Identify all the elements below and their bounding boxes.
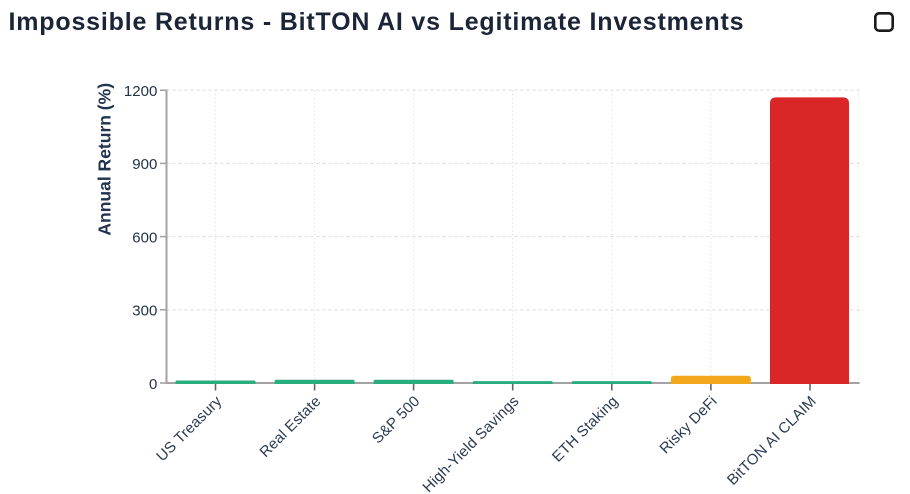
svg-text:Annual Return (%): Annual Return (%) — [95, 83, 115, 236]
svg-text:600: 600 — [132, 229, 157, 246]
svg-text:BitTON AI CLAIM: BitTON AI CLAIM — [724, 393, 820, 489]
svg-text:Real Estate: Real Estate — [256, 393, 324, 461]
svg-text:US Treasury: US Treasury — [153, 393, 225, 465]
svg-text:Impossible Returns - BitTON AI: Impossible Returns - BitTON AI vs Legiti… — [9, 8, 745, 36]
svg-text:1200: 1200 — [124, 83, 157, 100]
svg-text:0: 0 — [149, 376, 157, 393]
svg-text:300: 300 — [132, 303, 157, 320]
svg-text:Risky DeFi: Risky DeFi — [656, 393, 720, 457]
svg-text:High-Yield Savings: High-Yield Savings — [419, 393, 522, 494]
svg-text:900: 900 — [132, 156, 157, 173]
svg-text:ETH Staking: ETH Staking — [549, 393, 622, 466]
svg-text:S&P 500: S&P 500 — [369, 393, 423, 447]
